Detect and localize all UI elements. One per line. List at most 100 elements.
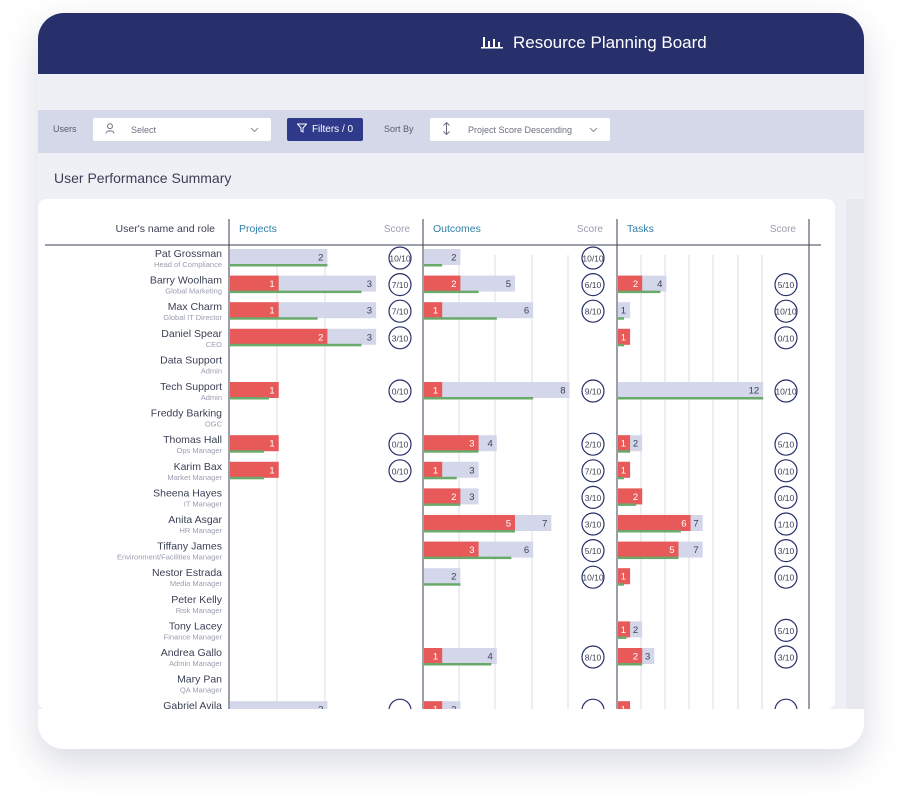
users-placeholder: Select <box>131 124 157 135</box>
bar-completed <box>230 476 265 480</box>
users-label: Users <box>53 124 77 134</box>
score-badge <box>774 432 798 456</box>
score-badge <box>581 299 605 323</box>
app-title: Resource Planning Board <box>513 33 707 52</box>
bar-overdue <box>618 541 679 558</box>
bar-overdue <box>618 648 643 664</box>
bar-overdue <box>424 648 443 664</box>
score-value: 10/10 <box>775 307 797 317</box>
bar-overdue <box>424 515 515 531</box>
score-value: 5/10 <box>585 546 602 556</box>
bar-overdue-label: 1 <box>433 705 438 709</box>
footer-area <box>38 709 864 749</box>
user-icon <box>105 123 119 136</box>
side-panel <box>846 199 864 709</box>
user-name: Thomas Hall <box>163 434 222 446</box>
bar-overdue-label: 1 <box>433 652 438 663</box>
score-value: 3/10 <box>585 493 602 503</box>
filters-button[interactable]: Filters / 0 <box>287 118 363 141</box>
bar-completed <box>618 397 764 400</box>
score-badge <box>774 459 798 483</box>
bar-overdue-label: 3 <box>469 439 474 450</box>
bar-overdue-label: 2 <box>451 279 456 290</box>
score-value: 3/10 <box>778 546 795 556</box>
score-badge <box>581 485 605 509</box>
score-value: 7/10 <box>392 307 409 317</box>
app-header: Resource Planning Board <box>481 29 707 57</box>
score-badge <box>774 272 798 297</box>
score-value: 0/10 <box>778 573 795 583</box>
user-name: Peter Kelly <box>171 594 223 606</box>
bar-completed <box>618 663 643 666</box>
bar-total-label: 2 <box>451 572 456 583</box>
user-role: Global Marketing <box>165 287 222 296</box>
bar-completed <box>230 397 269 400</box>
user-role: QA Manager <box>180 686 223 695</box>
section-title: User Performance Summary <box>54 170 232 186</box>
bar-overdue <box>424 488 461 505</box>
user-role: Admin <box>201 393 222 402</box>
bar-overdue-label: 2 <box>633 652 638 663</box>
user-role: Finance Manager <box>164 632 223 641</box>
score-value: 3/10 <box>392 333 409 343</box>
score-value: 10/10 <box>389 254 411 264</box>
bar-completed <box>424 450 479 453</box>
user-role: Head of Compliance <box>154 260 222 269</box>
score-badge <box>581 512 605 536</box>
score-value: 6/10 <box>585 280 602 290</box>
bar-completed <box>230 290 362 294</box>
bar-overdue-label: 1 <box>269 465 274 476</box>
users-select[interactable]: Select <box>93 118 271 141</box>
bar-total-label: 3 <box>367 332 372 343</box>
bar-overdue-label: 1 <box>433 386 438 397</box>
score-badge <box>581 539 605 563</box>
score-value: 3/10 <box>778 653 795 663</box>
score-value: 1/10 <box>778 520 795 530</box>
user-name: Tech Support <box>160 381 222 393</box>
user-role: Admin <box>201 366 222 375</box>
score-value: 8/10 <box>585 307 602 317</box>
bar-overdue <box>424 435 479 452</box>
bar-overdue-label: 1 <box>621 439 626 450</box>
bar-total-label: 7 <box>693 519 698 530</box>
bar-overdue-label: 6 <box>681 519 686 530</box>
user-role: Market Manager <box>167 473 222 482</box>
score-value: 7/10 <box>392 280 409 290</box>
bar-total-label: 3 <box>367 279 372 290</box>
score-badge <box>774 539 798 563</box>
bar-total-label: 7 <box>542 519 547 530</box>
score-badge <box>388 326 412 350</box>
bar-completed <box>424 583 461 586</box>
score-value: 0/10 <box>392 387 409 397</box>
score-badge <box>774 698 798 709</box>
bar-completed <box>424 264 443 267</box>
chevron-down-icon <box>589 125 598 135</box>
bar-total-label: 4 <box>488 439 493 450</box>
bar-overdue-label: 1 <box>433 465 438 476</box>
bar-overdue <box>618 701 631 709</box>
bar-overdue <box>424 382 443 398</box>
bar-overdue <box>230 382 279 398</box>
bar-total-label: 2 <box>633 439 638 450</box>
score-value: 9/10 <box>585 387 602 397</box>
user-role: Media Manager <box>170 579 223 588</box>
bar-total-label: 3 <box>469 465 474 476</box>
bar-overdue <box>424 302 443 319</box>
bar-total-label: 1 <box>621 306 626 317</box>
user-role: Global IT Director <box>163 313 222 322</box>
user-role: HR Manager <box>179 526 222 535</box>
score-value: 3/10 <box>585 520 602 530</box>
user-name: Sheena Hayes <box>153 487 222 499</box>
bar-total-label: 2 <box>451 253 456 264</box>
bar-total <box>618 382 764 398</box>
bar-overdue-label: 1 <box>621 332 626 343</box>
bar-completed <box>424 556 512 560</box>
bar-overdue <box>230 275 279 292</box>
sort-select[interactable]: Project Score Descending <box>430 118 610 141</box>
bar-completed <box>424 663 492 666</box>
bar-total-label: 3 <box>469 492 474 503</box>
bar-completed <box>618 290 661 294</box>
user-name: Freddy Barking <box>151 408 222 420</box>
bar-completed <box>424 503 461 506</box>
bar-overdue <box>230 461 279 478</box>
